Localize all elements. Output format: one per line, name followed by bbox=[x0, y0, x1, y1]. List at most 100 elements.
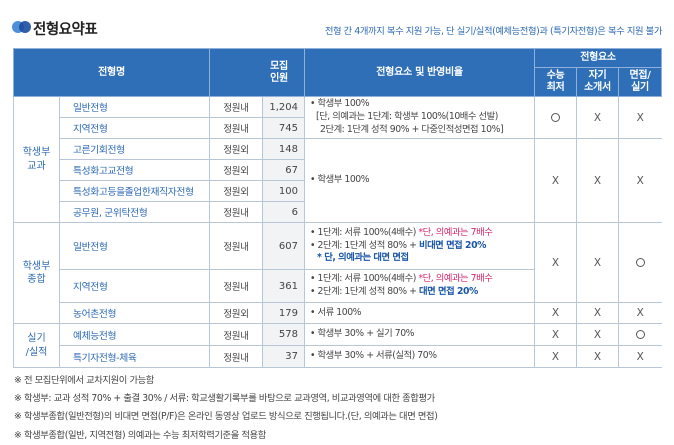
row-count: 607 bbox=[262, 222, 306, 270]
group-jonghap: 학생부 종합 bbox=[13, 222, 60, 324]
table-row: 학생부 종합 일반전형 정원내 607 • 1단계: 서류 100%(4배수) … bbox=[13, 222, 662, 324]
elements-cell: • 1단계: 서류 100%(4배수) *단, 의예과는 7배수 • 2단계: … bbox=[304, 222, 536, 270]
elements-cell: • 1단계: 서류 100%(4배수) *단, 의예과는 7배수 • 2단계: … bbox=[304, 269, 536, 303]
header-self-intro: 자기 소개서 bbox=[576, 67, 620, 97]
elements-cell: • 학생부 100% [단, 의예과는 1단계: 학생부 100%(10배수 선… bbox=[304, 96, 536, 139]
table-row: 학생부 교과 일반전형 정원내 1,204 • 학생부 100% [단, 의예과… bbox=[13, 96, 662, 223]
circle-icon bbox=[635, 258, 645, 267]
csat-mark: X bbox=[534, 345, 578, 368]
table-row: 고른기회전형 정원외 148 • 학생부 100% X X X bbox=[14, 138, 662, 223]
row-name: 예체능전형 bbox=[58, 323, 211, 346]
group-gyogwa: 학생부 교과 bbox=[13, 96, 60, 223]
essay-mark: X bbox=[576, 345, 620, 368]
essay-mark: X bbox=[576, 302, 620, 324]
essay-mark: X bbox=[576, 96, 620, 139]
row-name: 특성화고교전형 bbox=[58, 159, 211, 181]
interview-mark bbox=[618, 222, 662, 303]
element-line: [단, 의예과는 1단계: 학생부 100%(10배수 선발) bbox=[316, 111, 498, 123]
header-csat-min: 수능 최저 bbox=[534, 67, 578, 97]
elements-cell: • 서류 100% bbox=[304, 302, 536, 324]
interview-mark: X bbox=[618, 96, 662, 139]
table-row: 지역전형 정원내 361 • 1단계: 서류 100%(4배수) *단, 의예과… bbox=[14, 269, 662, 303]
footnote: ※ 학생부종합(일반, 지역전형) 의예과는 수능 최저학력기준을 적용함 bbox=[14, 429, 266, 441]
header-interview: 면접/ 실기 bbox=[618, 67, 663, 97]
element-line: • 학생부 100% bbox=[310, 98, 370, 110]
row-count: 67 bbox=[262, 159, 306, 181]
circle-icon bbox=[551, 113, 561, 122]
row-quota: 정원내 bbox=[209, 269, 264, 303]
row-quota: 정원내 bbox=[209, 345, 264, 368]
row-quota: 정원외 bbox=[209, 302, 264, 324]
row-count: 361 bbox=[262, 269, 306, 303]
row-name: 특기자전형-체육 bbox=[58, 345, 211, 368]
row-count: 1,204 bbox=[262, 96, 306, 118]
row-name: 특성화고등을졸업한재직자전형 bbox=[58, 180, 211, 202]
row-name: 일반전형 bbox=[58, 222, 211, 270]
footnote: ※ 학생부: 교과 성적 70% + 출결 30% / 서류: 학교생활기록부를… bbox=[14, 393, 435, 405]
row-quota: 정원외 bbox=[209, 159, 264, 181]
header-recruit: 모집 인원 bbox=[209, 48, 306, 97]
footnote: ※ 학생부종합(일반전형)의 비대면 면접(P/F)은 온라인 동영상 업로드 … bbox=[14, 411, 438, 423]
header-type-name: 전형명 bbox=[12, 48, 211, 97]
title-bullet-icon bbox=[12, 21, 36, 33]
row-name: 농어촌전형 bbox=[58, 302, 211, 324]
page-title: 전형요약표 bbox=[33, 22, 98, 38]
interview-mark: X bbox=[618, 138, 662, 223]
row-quota: 정원외 bbox=[209, 180, 264, 202]
element-line: 2단계: 1단계 성적 90% + 다중인적성면접 10%] bbox=[320, 123, 504, 135]
csat-mark: X bbox=[534, 302, 578, 324]
essay-mark: X bbox=[576, 222, 620, 303]
table-row: 특성화고교전형 정원외 67 bbox=[14, 159, 662, 181]
row-count: 6 bbox=[262, 201, 306, 223]
row-quota: 정원외 bbox=[209, 138, 264, 160]
row-name: 공무원, 군위탁전형 bbox=[58, 201, 211, 223]
circle-icon bbox=[635, 330, 645, 339]
csat-mark: X bbox=[534, 222, 578, 303]
header-elements: 전형요소 및 반영비율 bbox=[304, 48, 536, 97]
csat-mark bbox=[534, 96, 578, 139]
element-highlight: 대면 면접 20% bbox=[418, 286, 478, 297]
row-count: 578 bbox=[262, 323, 306, 346]
group-silgi: 실기 /실적 bbox=[13, 323, 60, 368]
footnote: ※ 전 모집단위에서 교차지원이 가능함 bbox=[14, 375, 154, 386]
row-quota: 정원내 bbox=[209, 117, 264, 139]
row-quota: 정원내 bbox=[209, 96, 264, 118]
elements-cell: • 학생부 100% bbox=[304, 138, 536, 223]
element-highlight: * 단, 의예과는 대면 면접 bbox=[317, 252, 409, 264]
row-name: 일반전형 bbox=[58, 96, 211, 118]
page-header: 전형요약표 전형 간 4개까지 복수 지원 가능, 단 실기/실적(예체능전형)… bbox=[12, 17, 663, 38]
row-count: 179 bbox=[262, 302, 306, 324]
table-row: 특성화고등을졸업한재직자전형 정원외 100 bbox=[14, 180, 662, 202]
element-note: *단, 의예과는 7배수 bbox=[418, 273, 493, 285]
interview-mark: X bbox=[618, 302, 662, 324]
header-elements-group: 전형요소 bbox=[534, 48, 663, 68]
footnotes: ※ 전 모집단위에서 교차지원이 가능함 ※ 학생부: 교과 성적 70% + … bbox=[14, 372, 664, 445]
element-note: *단, 의예과는 7배수 bbox=[418, 226, 493, 238]
row-name: 고른기회전형 bbox=[58, 138, 211, 160]
table-row: 농어촌전형 정원외 179 • 서류 100% X X X bbox=[14, 302, 662, 324]
top-note: 전형 간 4개까지 복수 지원 가능, 단 실기/실적(예체능전형)과 (특기자… bbox=[324, 26, 663, 37]
row-count: 745 bbox=[262, 117, 306, 139]
csat-mark: X bbox=[534, 323, 578, 346]
interview-mark: X bbox=[618, 345, 662, 368]
element-line: • 1단계: 서류 100%(4배수) bbox=[310, 273, 419, 285]
essay-mark: X bbox=[576, 323, 620, 346]
row-quota: 정원내 bbox=[209, 201, 264, 223]
table-row: 실기 /실적 예체능전형 정원내 578 • 학생부 30% + 실기 70% … bbox=[13, 323, 662, 368]
row-count: 37 bbox=[262, 345, 306, 368]
elements-cell: • 학생부 30% + 실기 70% bbox=[304, 323, 536, 346]
row-name: 지역전형 bbox=[58, 117, 211, 139]
row-count: 100 bbox=[262, 180, 306, 202]
row-name: 지역전형 bbox=[58, 269, 211, 303]
row-quota: 정원내 bbox=[209, 222, 264, 270]
element-highlight: 비대면 면접 20% bbox=[418, 239, 486, 251]
table-row: 공무원, 군위탁전형 정원내 6 bbox=[14, 201, 662, 223]
elements-cell: • 학생부 30% + 서류(실적) 70% bbox=[304, 345, 536, 368]
interview-mark bbox=[618, 323, 662, 346]
table-row: 특기자전형-체육 정원내 37 • 학생부 30% + 서류(실적) 70% X… bbox=[14, 345, 662, 368]
element-line: • 2단계: 1단계 성적 80% + bbox=[310, 286, 419, 297]
admission-summary-table: 전형명 모집 인원 전형요소 및 반영비율 전형요소 수능 최저 자기 소개서 … bbox=[12, 48, 663, 368]
csat-mark: X bbox=[534, 138, 578, 223]
element-line: • 2단계: 1단계 성적 80% + bbox=[310, 239, 419, 251]
element-line: • 1단계: 서류 100%(4배수) bbox=[310, 226, 419, 238]
